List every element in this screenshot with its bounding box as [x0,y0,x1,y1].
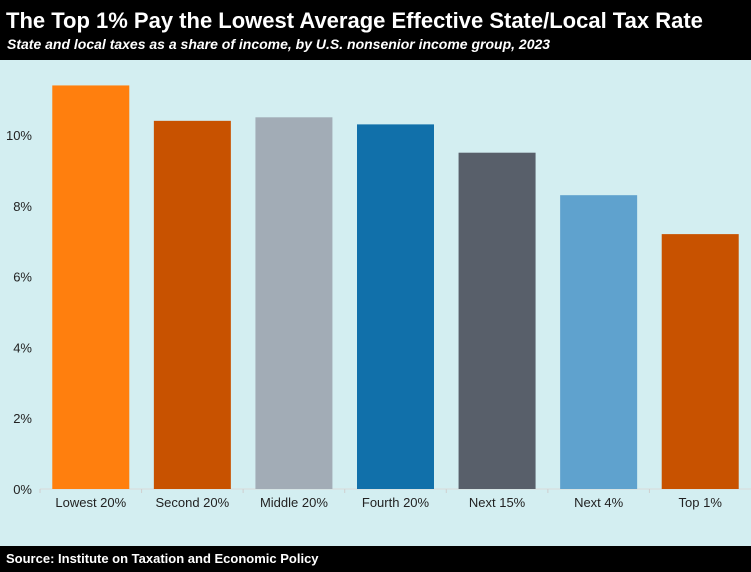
bar-chart: 0% 2% 4% 6% 8% 10% Lowest 20% Second 20% Middle … [6,85,751,510]
bar-lowest-20 [52,85,130,489]
x-tick-label: Fourth 20% [362,495,430,510]
x-tick-label: Lowest 20% [55,495,126,510]
bar-middle-20 [255,117,333,490]
bar-next-4 [560,195,638,489]
source-note: Source: Institute on Taxation and Econom… [6,551,319,566]
chart-header: The Top 1% Pay the Lowest Average Effect… [0,0,751,60]
bar-fourth-20 [357,124,434,489]
y-tick-label: 8% [13,199,32,214]
x-tick-label: Second 20% [155,495,229,510]
bar-top-1 [661,234,739,489]
y-tick-label: 6% [13,270,32,285]
x-tick-label: Next 15% [469,495,526,510]
bar-second-20 [153,120,231,489]
y-tick-label: 0% [13,482,32,497]
chart-area: 0% 2% 4% 6% 8% 10% Lowest 20% Second 20% Middle … [0,60,751,546]
chart-footer: Source: Institute on Taxation and Econom… [0,546,751,572]
y-tick-label: 4% [13,340,32,355]
x-tick-label: Top 1% [679,495,723,510]
x-tick-label: Middle 20% [260,495,328,510]
bar-next-15 [458,152,536,489]
y-tick-label: 2% [13,411,32,426]
chart-title: The Top 1% Pay the Lowest Average Effect… [6,8,703,33]
chart-subtitle: State and local taxes as a share of inco… [7,36,551,52]
x-tick-label: Next 4% [574,495,624,510]
y-tick-label: 10% [6,128,32,143]
